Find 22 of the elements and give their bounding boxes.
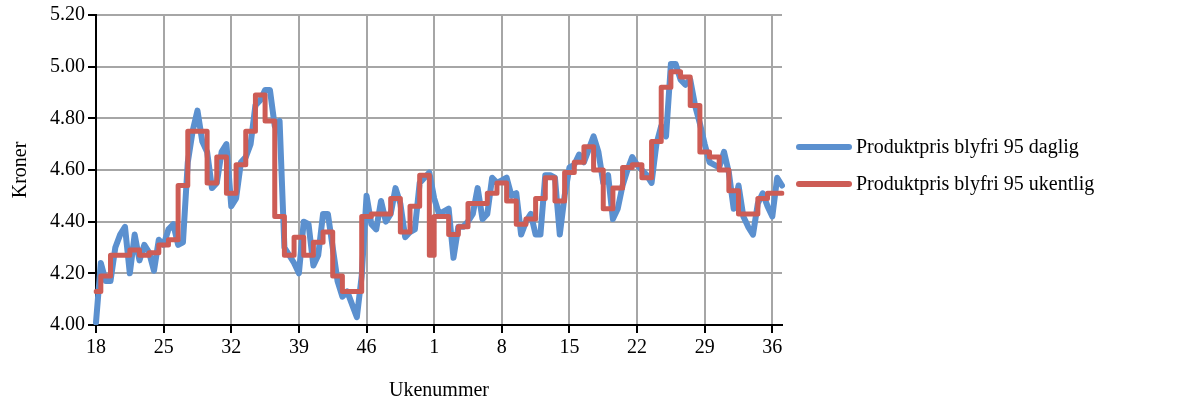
y-tick-label: 5.00 bbox=[50, 53, 85, 76]
y-axis-title: Kroner bbox=[8, 141, 31, 199]
x-tick-label: 1 bbox=[429, 335, 440, 358]
y-tick-label: 4.40 bbox=[50, 208, 85, 231]
x-tick-label: 22 bbox=[627, 335, 648, 358]
x-axis-title: Ukenummer bbox=[389, 378, 490, 401]
x-tick-label: 39 bbox=[288, 335, 309, 358]
y-tick-label: 4.20 bbox=[50, 260, 85, 283]
x-tick-label: 29 bbox=[694, 335, 715, 358]
y-tick-label: 4.00 bbox=[50, 312, 85, 335]
y-tick-label: 4.80 bbox=[50, 105, 85, 128]
x-tick-label: 36 bbox=[762, 335, 783, 358]
x-tick-label: 46 bbox=[356, 335, 377, 358]
legend-label: Produktpris blyfri 95 ukentlig bbox=[856, 172, 1095, 195]
y-tick-label: 4.60 bbox=[50, 157, 85, 180]
x-tick-label: 18 bbox=[86, 335, 106, 358]
y-tick-label: 5.20 bbox=[50, 2, 85, 25]
x-tick-label: 8 bbox=[496, 335, 507, 358]
legend-label: Produktpris blyfri 95 daglig bbox=[856, 135, 1079, 158]
x-tick-label: 32 bbox=[221, 335, 242, 358]
x-tick-label: 15 bbox=[559, 335, 580, 358]
x-tick-label: 25 bbox=[153, 335, 174, 358]
